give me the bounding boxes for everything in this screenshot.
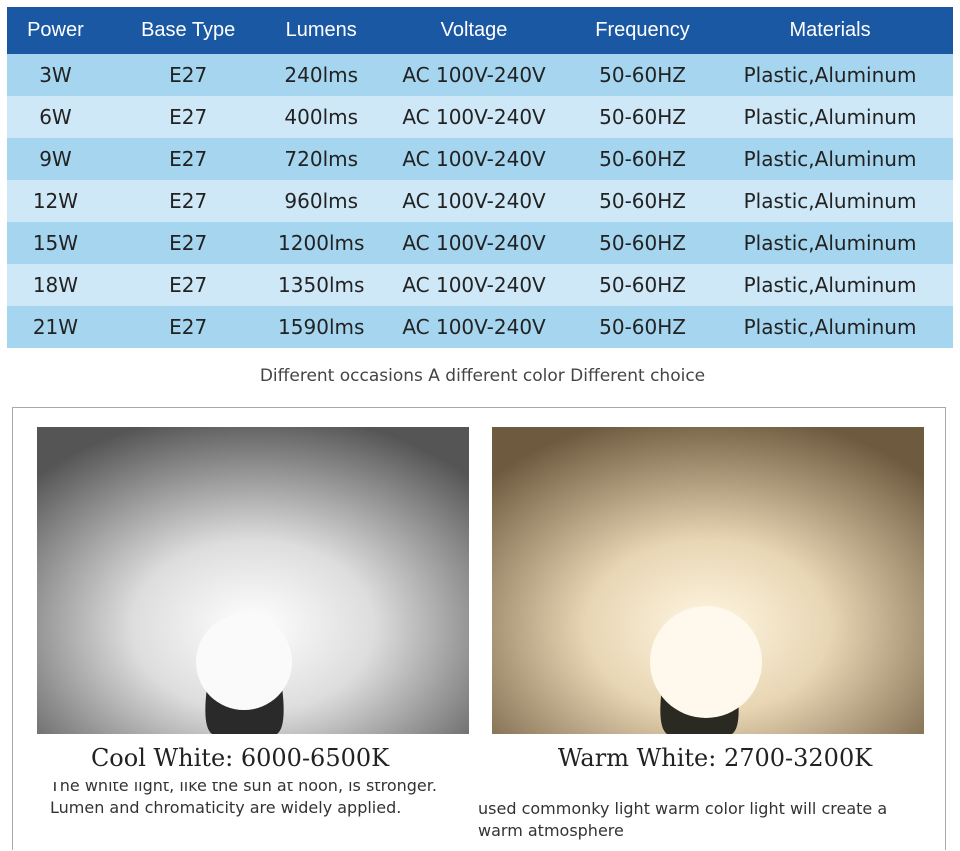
header-cell: Lumens [272,7,371,54]
table-row: 21W E27 1590lms AC 100V-240V 50-60HZ Plastic,… [7,306,953,348]
panel-description: used commonky light warm color light wil… [478,798,887,842]
table-cell: AC 100V-240V [370,222,579,264]
table-cell: 50-60HZ [578,264,708,306]
table-cell: 50-60HZ [578,222,708,264]
table-cell: AC 100V-240V [370,306,579,348]
table-cell: Plastic,Aluminum [707,222,953,264]
table-cell: E27 [103,96,273,138]
desc-line: The white light, like the sun at noon, i… [50,782,437,795]
desc-line: Lumen and chromaticity are widely applie… [50,798,402,817]
table-row: 15W E27 1200lms AC 100V-240V 50-60HZ Plastic,… [7,222,953,264]
table-cell: Plastic,Aluminum [707,138,953,180]
table-cell: 9W [7,138,104,180]
table-cell: 6W [7,96,104,138]
table-row: 3W E27 240lms AC 100V-240V 50-60HZ Plastic,Al… [7,54,953,96]
table-cell: 12W [7,180,104,222]
table-cell: 720lms [272,138,371,180]
cool-photo [37,427,469,734]
table-cell: AC 100V-240V [370,54,579,96]
table-cell: 50-60HZ [578,96,708,138]
table-cell: AC 100V-240V [370,138,579,180]
table-cell: E27 [103,222,273,264]
table-cell: 15W [7,222,104,264]
spec-table: Power Base Type Lumens Voltage Frequency Mate… [7,7,953,348]
caption: Different occasions A different color Di… [259,366,706,386]
table-cell: AC 100V-240V [370,96,579,138]
table-cell: 3W [7,54,104,96]
table-cell: 400lms [272,96,371,138]
table-cell: Plastic,Aluminum [707,96,953,138]
table-cell: E27 [103,180,273,222]
desc-line: warm atmosphere [478,821,624,840]
panel-title: Warm White: 2700-3200K [557,744,873,772]
table-cell: Plastic,Aluminum [707,54,953,96]
header-cell: Materials [707,7,953,54]
table-cell: E27 [103,138,273,180]
table-row: 18W E27 1350lms AC 100V-240V 50-60HZ Plastic,… [7,264,953,306]
table-cell: 50-60HZ [578,306,708,348]
table-cell: 1350lms [272,264,371,306]
table-row: 6W E27 400lms AC 100V-240V 50-60HZ Plastic,Al… [7,96,953,138]
table-cell: E27 [103,264,273,306]
table-cell: Plastic,Aluminum [707,180,953,222]
table-cell: Plastic,Aluminum [707,306,953,348]
table-cell: 1590lms [272,306,371,348]
panel-title: Cool White: 6000-6500K [90,744,390,772]
table-cell: 50-60HZ [578,180,708,222]
header-cell: Base Type [103,7,273,54]
table-cell: Plastic,Aluminum [707,264,953,306]
table-cell: E27 [103,306,273,348]
header-cell: Power [7,7,104,54]
panel-description: The white light, like the sun at noon, i… [50,782,437,819]
table-row: 12W E27 960lms AC 100V-240V 50-60HZ Plastic,A… [7,180,953,222]
table-cell: 18W [7,264,104,306]
table-cell: 21W [7,306,104,348]
table-cell: 50-60HZ [578,138,708,180]
table-cell: 1200lms [272,222,371,264]
table-cell: E27 [103,54,273,96]
header-cell: Frequency [578,7,708,54]
table-cell: 960lms [272,180,371,222]
table-row: 9W E27 720lms AC 100V-240V 50-60HZ Plastic,Al… [7,138,953,180]
table-cell: AC 100V-240V [370,264,579,306]
table-cell: 50-60HZ [578,54,708,96]
header-cell: Voltage [370,7,579,54]
panel-box [12,407,946,850]
warm-photo [492,427,924,734]
table-cell: AC 100V-240V [370,180,579,222]
table-cell: 240lms [272,54,371,96]
desc-line: used commonky light warm color light wil… [478,799,888,818]
